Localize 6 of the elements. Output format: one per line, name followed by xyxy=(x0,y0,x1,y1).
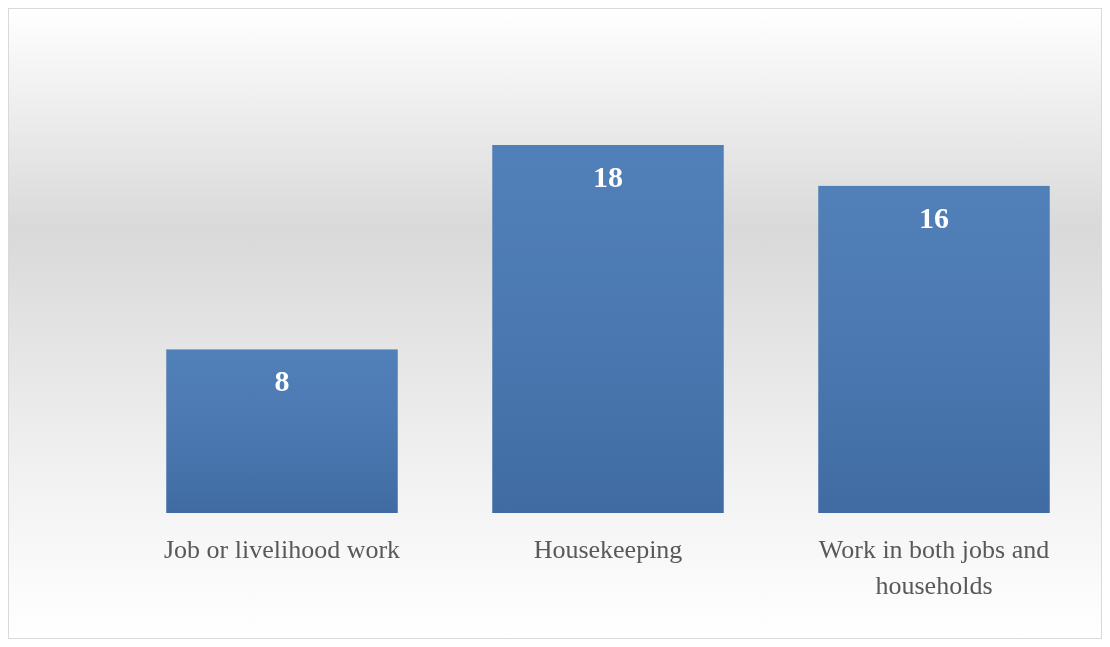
x-tick-label: Housekeeping xyxy=(533,535,683,564)
x-tick-label: Job or livelihood work xyxy=(163,535,401,564)
data-label: 8 xyxy=(274,364,290,398)
x-tick-label: Work in both jobs and households xyxy=(818,535,1050,600)
data-label: 18 xyxy=(593,160,623,193)
data-label: 16 xyxy=(919,200,949,234)
